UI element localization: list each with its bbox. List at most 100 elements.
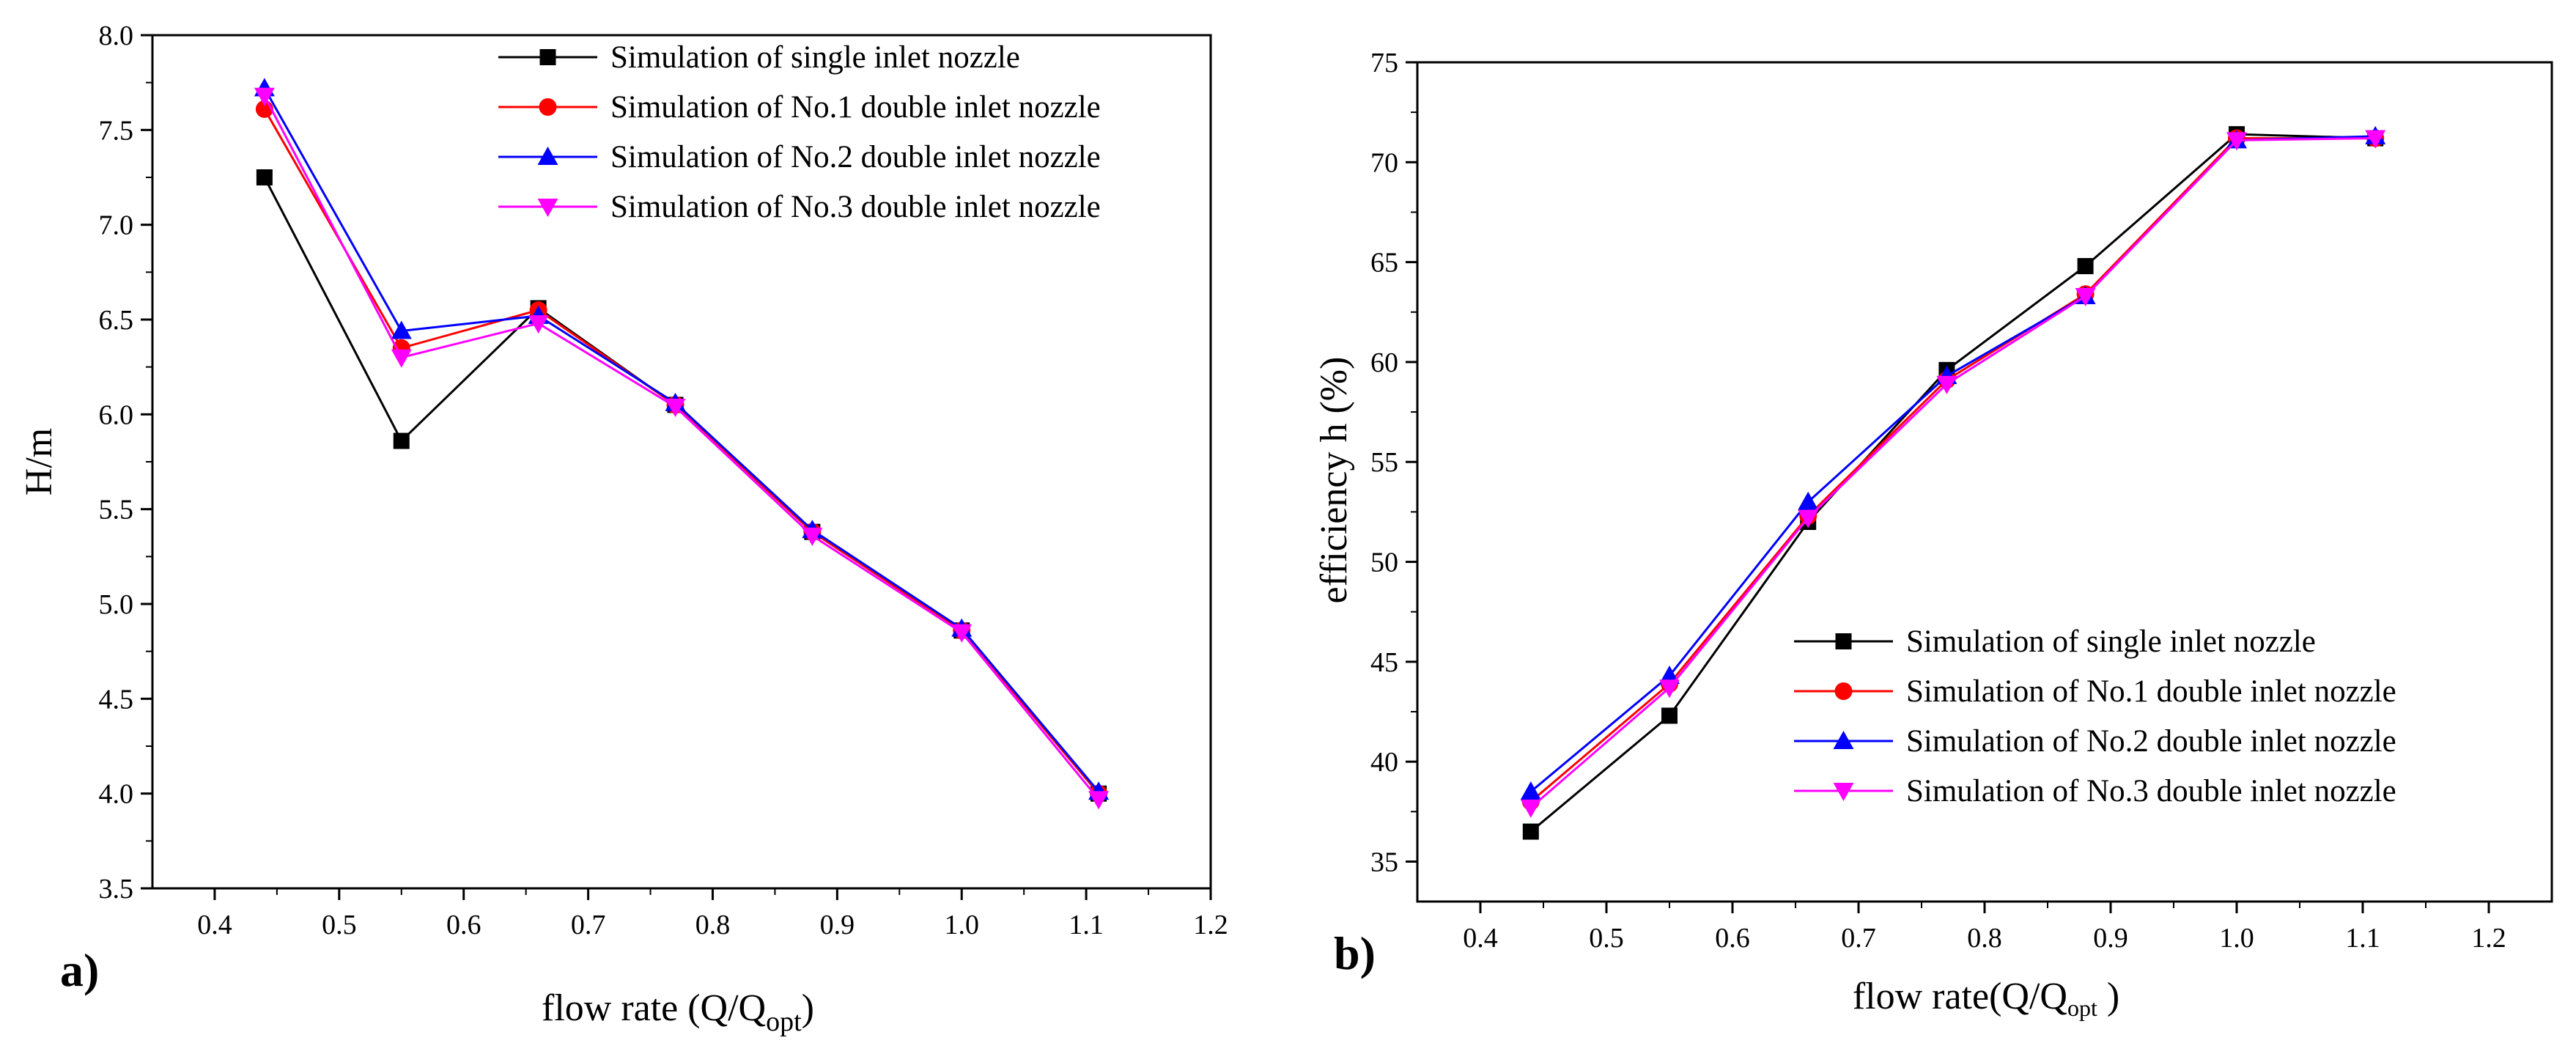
chart-a-series-single-point [256, 169, 273, 185]
chart-a-y-ticks: 3.5 4.0 4.5 5.0 5.5 6.0 6.5 7.0 7.5 8.0 [99, 21, 152, 904]
chart-b-x-axis-title-end: ) [2097, 976, 2119, 1017]
chart-a-x-tick-label: 0.6 [446, 910, 481, 940]
chart-b-x-tick-label: 1.1 [2345, 923, 2380, 954]
chart-b-y-tick-label: 35 [1370, 847, 1398, 877]
chart-b-x-tick-label: 0.4 [1463, 923, 1498, 954]
chart-a-x-tick-label: 0.8 [695, 910, 731, 940]
chart-a-series-no3-point [1088, 791, 1110, 810]
chart-b-legend: Simulation of single inlet nozzle Simulat… [1794, 624, 2396, 808]
chart-a-legend-item-single: Simulation of single inlet nozzle [498, 40, 1020, 75]
chart-b-y-tick-label: 40 [1370, 747, 1398, 778]
chart-a-series-no3-point [802, 527, 823, 546]
chart-a-x-tick-label: 0.9 [820, 910, 855, 940]
chart-a-y-tick-label: 6.0 [99, 399, 134, 430]
chart-b-x-tick-label: 1.2 [2471, 923, 2506, 954]
chart-a-legend-item-no3: Simulation of No.3 double inlet nozzle [498, 190, 1101, 224]
chart-b-legend-swatch-marker [1834, 682, 1853, 700]
chart-b-series-no3 [1520, 130, 2386, 818]
chart-b-x-tick-label: 0.9 [2093, 923, 2128, 954]
chart-b-x-axis-title: flow rate(Q/Qopt ) [1853, 976, 2119, 1021]
chart-a-y-tick-label: 7.0 [99, 210, 134, 241]
chart-b-x-tick-label: 0.8 [1967, 923, 2002, 954]
chart-a-legend-label: Simulation of No.2 double inlet nozzle [610, 140, 1101, 174]
chart-a-x-tick-label: 0.4 [197, 910, 232, 940]
chart-b-panel-label: b) [1334, 927, 1376, 979]
chart-b-legend-label: Simulation of No.1 double inlet nozzle [1906, 674, 2396, 709]
chart-b-series-no3-point [2365, 130, 2386, 149]
chart-b-series-single-point [1522, 823, 1539, 840]
chart-a-x-axis-title-sub: opt [766, 1006, 802, 1037]
chart-b-series-no2-point [1659, 665, 1680, 684]
chart-b-x-axis-title-main: flow rate(Q/Q [1853, 976, 2067, 1017]
chart-a-y-tick-label: 4.0 [99, 779, 134, 810]
chart-b-series-no2-point [1520, 781, 1541, 800]
chart-a: 0.4 0.5 0.6 0.7 0.8 0.9 1.0 1.1 1.2 3.5 4.0 4.5 5.0… [18, 21, 1228, 1037]
chart-b-series-no3-point [1936, 375, 1957, 394]
chart-a-series-no3-point [528, 315, 549, 334]
chart-b: 0.4 0.5 0.6 0.7 0.8 0.9 1.0 1.1 1.2 35 40 45 50 55 60… [1313, 48, 2553, 1021]
chart-b-legend-item-no2: Simulation of No.2 double inlet nozzle [1794, 724, 2396, 759]
chart-a-y-axis-title: H/m [18, 428, 60, 495]
chart-a-x-tick-label: 0.7 [571, 910, 606, 940]
chart-b-legend-swatch-marker [1835, 633, 1852, 649]
chart-a-x-axis-title-main: flow rate (Q/Q [542, 987, 766, 1029]
chart-a-legend-swatch-marker [537, 147, 558, 165]
chart-a-x-tick-label: 1.1 [1069, 910, 1104, 940]
chart-a-legend-swatch-marker [539, 98, 557, 116]
chart-b-legend-item-no3: Simulation of No.3 double inlet nozzle [1794, 774, 2396, 808]
chart-a-y-tick-label: 8.0 [99, 21, 134, 51]
chart-b-series-no2-point [1798, 491, 1819, 510]
chart-b-x-tick-label: 0.5 [1589, 923, 1624, 954]
chart-b-y-tick-label: 65 [1370, 248, 1398, 279]
chart-a-panel-label: a) [60, 944, 99, 996]
chart-b-series-no3-point [1520, 799, 1541, 818]
chart-b-series-no3-point [1798, 509, 1819, 528]
chart-b-y-tick-label: 75 [1370, 48, 1398, 78]
chart-b-legend-item-no1: Simulation of No.1 double inlet nozzle [1794, 674, 2396, 709]
chart-a-x-axis-title: flow rate (Q/Qopt) [542, 987, 814, 1037]
chart-b-x-tick-label: 1.0 [2219, 923, 2254, 954]
chart-a-legend-label: Simulation of No.3 double inlet nozzle [610, 190, 1101, 224]
chart-a-x-tick-label: 1.2 [1193, 910, 1228, 940]
chart-a-series-no3-point [254, 87, 275, 106]
chart-b-series-single-point [1661, 707, 1678, 724]
chart-a-series-no3-point [665, 398, 686, 417]
chart-a-series-no2-point [391, 320, 412, 339]
chart-a-y-tick-label: 7.5 [99, 115, 134, 146]
chart-a-x-ticks: 0.4 0.5 0.6 0.7 0.8 0.9 1.0 1.1 1.2 [197, 888, 1228, 940]
chart-a-legend: Simulation of single inlet nozzle Simulat… [498, 40, 1101, 224]
chart-a-legend-item-no1: Simulation of No.1 double inlet nozzle [498, 90, 1101, 125]
chart-a-legend-label: Simulation of No.1 double inlet nozzle [610, 90, 1101, 125]
chart-b-legend-label: Simulation of No.3 double inlet nozzle [1906, 774, 2396, 808]
chart-a-y-tick-label: 5.0 [99, 589, 134, 620]
chart-a-legend-item-no2: Simulation of No.2 double inlet nozzle [498, 140, 1101, 174]
chart-a-y-tick-label: 3.5 [99, 874, 134, 904]
chart-b-series-no3-point [1659, 679, 1680, 699]
chart-a-x-tick-label: 0.5 [322, 910, 357, 940]
chart-b-series-no3-point [2075, 287, 2096, 306]
chart-b-series-no3-point [2226, 132, 2247, 151]
chart-a-legend-label: Simulation of single inlet nozzle [610, 40, 1020, 75]
chart-a-x-axis-title-end: ) [802, 987, 814, 1029]
chart-b-legend-item-single: Simulation of single inlet nozzle [1794, 624, 2316, 659]
chart-b-x-ticks: 0.4 0.5 0.6 0.7 0.8 0.9 1.0 1.1 1.2 [1463, 902, 2506, 954]
chart-b-y-tick-label: 60 [1370, 347, 1398, 378]
chart-a-series-no3 [254, 87, 1110, 810]
chart-a-legend-swatch-marker [537, 199, 558, 217]
chart-b-y-axis-title: efficiency h (%) [1313, 357, 1355, 604]
chart-b-y-ticks: 35 40 45 50 55 60 65 70 75 [1370, 48, 1417, 877]
chart-b-legend-label: Simulation of No.2 double inlet nozzle [1906, 724, 2396, 759]
chart-a-y-tick-label: 5.5 [99, 495, 134, 526]
chart-b-series-single-point [2077, 258, 2094, 275]
chart-b-x-tick-label: 0.7 [1841, 923, 1876, 954]
chart-a-y-tick-label: 6.5 [99, 305, 134, 336]
chart-b-y-tick-label: 70 [1370, 147, 1398, 178]
chart-a-series-single-point [393, 432, 410, 449]
chart-a-series [254, 78, 1110, 810]
chart-a-y-tick-label: 4.5 [99, 684, 134, 715]
chart-b-x-axis-title-sub: opt [2067, 995, 2097, 1021]
chart-b-y-tick-label: 50 [1370, 548, 1398, 578]
chart-a-series-no3-point [951, 624, 973, 643]
